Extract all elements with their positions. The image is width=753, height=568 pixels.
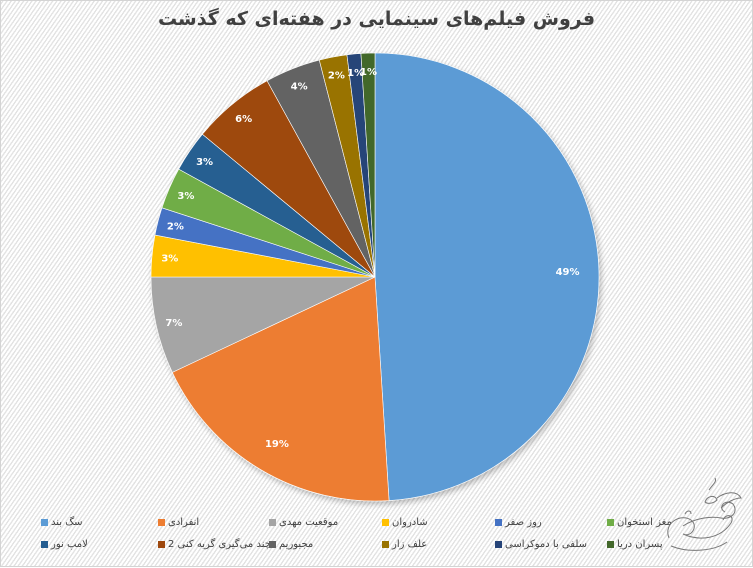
slice-data-label: 2% [328,71,345,82]
legend-label: علف زار [392,538,428,550]
legend-label: انفرادی [168,516,200,528]
legend-item: علف زار [382,537,427,551]
legend-label: مجبوریم [279,538,314,550]
slice-data-label: 49% [556,267,580,278]
legend-item: پسران دریا [607,537,663,551]
slice-data-label: 1% [360,67,377,78]
pie-slice [171,276,390,502]
slice-data-label: 7% [165,318,182,329]
legend-swatch-icon [495,518,502,526]
legend-label: پسران دریا [617,538,663,550]
pie-slice [374,52,600,501]
slice-data-label: 19% [265,439,289,450]
legend-label: مغز استخوان [617,516,672,528]
legend-item: روز صفر [495,515,542,529]
calligraphy-logo-icon [667,477,742,551]
slice-data-label: 3% [161,254,178,265]
legend-swatch-icon [607,518,614,526]
legend-item: مجبوریم [269,537,313,551]
legend-swatch-icon [269,518,276,526]
legend-swatch-icon [41,540,48,548]
legend-item: انفرادی [158,515,199,529]
chart-title: فروش فیلم‌های سینمایی در هفته‌ای که گذشت [157,8,596,30]
legend-swatch-icon [41,518,48,526]
slice-data-label: 6% [235,114,252,125]
legend-label: موقعیت مهدی [279,516,339,528]
legend-label: سلفی با دموکراسی [505,538,588,550]
legend-swatch-icon [607,540,614,548]
legend-swatch-icon [269,540,276,548]
slice-data-label: 2% [167,222,184,233]
legend-swatch-icon [158,540,165,548]
legend-label: شادروان [392,516,428,528]
legend-label: روز صفر [505,516,542,528]
slice-data-label: 4% [291,81,308,92]
pie-slice [360,52,376,278]
legend-swatch-icon [158,518,165,526]
legend-item: موقعیت مهدی [269,515,338,529]
legend-item: سگ بند [41,515,83,529]
chart-legend: سگ بند انفرادی موقعیت مهدی شادروان روز ص… [41,515,672,559]
legend-item: لامپ نور [41,537,88,551]
legend-label: چند می‌گیری گریه کنی 2 [168,538,271,550]
legend-label: لامپ نور [51,538,88,550]
slice-data-label: 1% [347,68,364,79]
pie-data-labels: 49%19%7%3%2%3%3%6%4%2% 1%1% [161,67,579,450]
legend-item: چند می‌گیری گریه کنی 2 [158,537,271,551]
legend-item: مغز استخوان [607,515,672,529]
pie-slices [150,52,600,502]
slice-data-label: 3% [177,191,194,202]
legend-item: سلفی با دموکراسی [495,537,587,551]
legend-swatch-icon [495,540,502,548]
legend-item: شادروان [382,515,428,529]
legend-label: سگ بند [51,516,83,528]
slice-data-label: 3% [196,157,213,168]
legend-swatch-icon [382,540,389,548]
legend-swatch-icon [382,518,389,526]
